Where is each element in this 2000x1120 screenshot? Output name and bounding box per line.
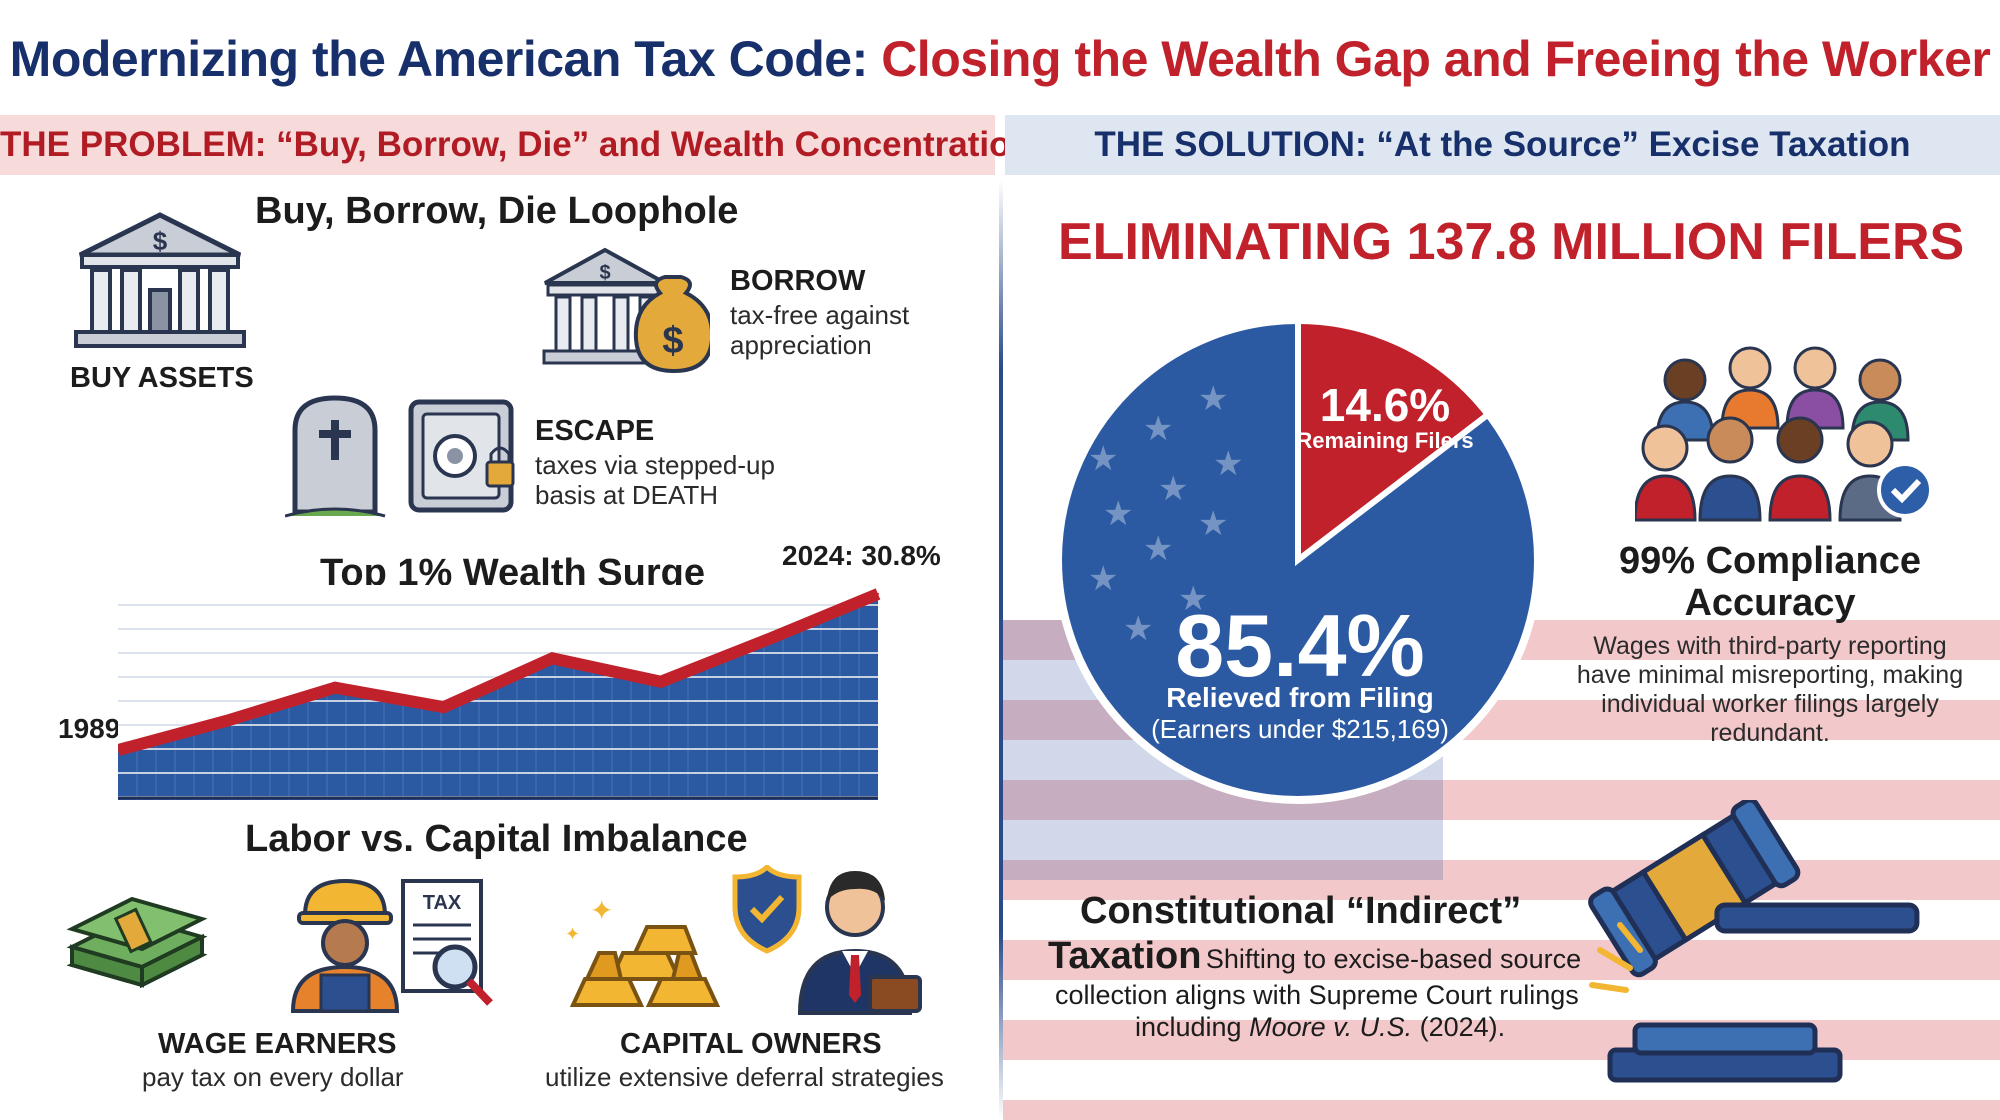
data-point — [442, 706, 445, 709]
constitutional-case-name: Moore v. U.S. — [1249, 1012, 1413, 1042]
loophole-heading: Buy, Borrow, Die Loophole — [255, 190, 739, 232]
star-decoration: ★ — [1178, 579, 1208, 619]
wealth-end-annotation: 2024: 30.8% — [782, 540, 941, 571]
problem-band: THE PROBLEM: “Buy, Borrow, Die” and Weal… — [0, 115, 1032, 175]
star-decoration: ★ — [1198, 379, 1228, 419]
area-mask — [118, 585, 883, 751]
compliance-title-line-2: Accuracy — [1684, 582, 1856, 624]
wealth-area-chart — [118, 585, 883, 800]
buy-assets-label: BUY ASSETS — [70, 362, 254, 394]
star-decoration: ★ — [1103, 494, 1133, 534]
svg-text:✦: ✦ — [590, 894, 613, 927]
relieved-note: (Earners under $215,169) — [1151, 714, 1449, 744]
solution-band: THE SOLUTION: “At the Source” Excise Tax… — [1005, 115, 2000, 175]
constitutional-title-line-2: Taxation — [1048, 935, 1202, 977]
compliance-title-line-1: 99% Compliance — [1619, 540, 1921, 582]
compliance-description: Wages with third-party reporting have mi… — [1576, 632, 1964, 747]
capital-owners-label: CAPITAL OWNERS — [620, 1028, 882, 1060]
data-point — [768, 637, 771, 640]
star-decoration: ★ — [1123, 609, 1153, 649]
data-point — [118, 749, 119, 752]
pie-outline — [1054, 316, 1542, 804]
title-part-1: Modernizing the American Tax Code: — [9, 31, 869, 87]
businessman-shield-icon — [732, 865, 922, 1015]
star-decoration: ★ — [1213, 444, 1243, 484]
data-point — [551, 657, 554, 660]
data-point — [334, 686, 337, 689]
star-decoration: ★ — [1198, 504, 1228, 544]
filers-pie-chart: ★★★★★★★★★★★ — [1054, 316, 1542, 804]
people-group-icon — [1635, 346, 1933, 522]
wage-earners-label: WAGE EARNERS — [158, 1028, 397, 1060]
remaining-percent: 14.6% — [1319, 379, 1451, 431]
cash-stack-icon — [66, 896, 208, 989]
bank-money-bag-icon: $ $ — [542, 247, 710, 374]
wealth-line — [118, 588, 881, 756]
data-point — [659, 680, 662, 683]
gold-bars-icon: ✦ ✦ — [565, 894, 721, 1007]
star-decoration: ★ — [1143, 409, 1173, 449]
svg-text:✦: ✦ — [565, 924, 580, 945]
escape-label: ESCAPE — [535, 415, 655, 447]
constitutional-desc-line-1: Shifting to excise-based source — [1205, 944, 1582, 974]
tombstone-safe-icon — [285, 395, 515, 518]
data-point — [877, 592, 879, 595]
svg-text:$: $ — [153, 226, 168, 256]
compliance-title: 99% Compliance Accuracy — [1560, 540, 1980, 624]
capital-owners-description: utilize extensive deferral strategies — [545, 1062, 944, 1092]
constitutional-block: Taxation Shifting to excise-based source — [1048, 935, 1581, 978]
worker-tax-form-icon: TAX — [290, 878, 493, 1013]
relieved-label: Relieved from Filing — [1166, 682, 1434, 713]
svg-text:$: $ — [662, 320, 683, 362]
borrow-label: BORROW — [730, 265, 866, 297]
bank-icon: $ — [74, 212, 246, 348]
gavel-icon — [1588, 800, 1920, 1083]
imbalance-heading: Labor vs. Capital Imbalance — [245, 818, 748, 860]
wage-earners-description: pay tax on every dollar — [142, 1062, 404, 1092]
star-decoration: ★ — [1158, 469, 1188, 509]
solution-headline: ELIMINATING 137.8 MILLION FILERS — [1058, 213, 1965, 271]
constitutional-desc-prefix: including — [1135, 1012, 1250, 1042]
star-decoration: ★ — [1143, 529, 1173, 569]
star-decoration: ★ — [1088, 439, 1118, 479]
page-title: Modernizing the American Tax Code: Closi… — [0, 30, 2000, 88]
constitutional-title-line-1: Constitutional “Indirect” — [1080, 890, 1522, 932]
relieved-percent: 85.4% — [1175, 596, 1425, 695]
remaining-label: Remaining Filers — [1296, 428, 1474, 453]
title-part-2: Closing the Wealth Gap and Freeing the W… — [881, 31, 1991, 87]
constitutional-desc-suffix: (2024). — [1412, 1012, 1506, 1042]
section-divider — [999, 180, 1003, 1120]
tax-form-label: TAX — [423, 892, 462, 914]
data-point — [225, 719, 228, 722]
escape-description: taxes via stepped-up basis at DEATH — [535, 450, 775, 510]
constitutional-desc-line-2: collection aligns with Supreme Court rul… — [1055, 980, 1579, 1010]
constitutional-desc-line-3: including Moore v. U.S. (2024). — [1135, 1012, 1505, 1043]
borrow-description: tax-free against appreciation — [730, 300, 910, 360]
star-decoration: ★ — [1088, 559, 1118, 599]
svg-text:$: $ — [599, 262, 610, 284]
